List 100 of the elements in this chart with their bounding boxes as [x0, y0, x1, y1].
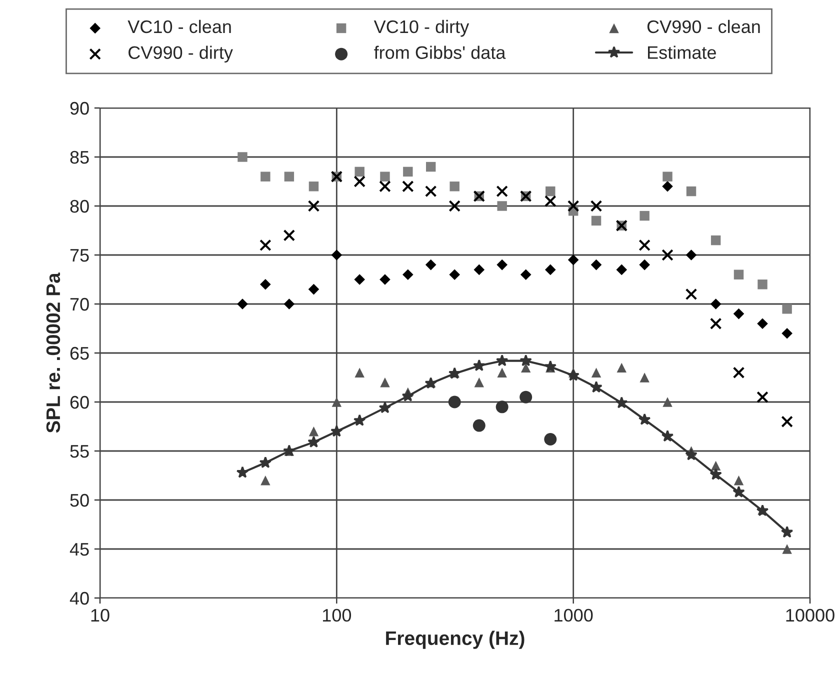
point — [284, 298, 295, 310]
y-axis-title: SPL re. .00002 Pa — [46, 272, 60, 433]
point — [308, 426, 319, 436]
point — [520, 354, 532, 366]
point — [685, 448, 698, 460]
point — [733, 308, 744, 320]
legend-label: CV990 - dirty — [128, 46, 233, 63]
point — [496, 185, 508, 198]
point — [283, 229, 296, 242]
point — [662, 181, 673, 192]
point — [403, 166, 413, 177]
point — [424, 185, 437, 198]
point — [402, 390, 414, 402]
y-tick-label: 85 — [70, 150, 89, 164]
point — [710, 298, 722, 310]
point — [238, 152, 248, 162]
point — [497, 368, 507, 378]
point — [260, 239, 272, 252]
point — [661, 430, 674, 442]
x-tick-label: 10000 — [786, 608, 834, 622]
x-tick-label: 100 — [322, 608, 352, 622]
point — [782, 544, 792, 554]
point — [640, 210, 650, 221]
point — [520, 269, 532, 280]
point — [379, 180, 391, 192]
point — [638, 413, 651, 425]
point — [520, 362, 531, 373]
point — [591, 216, 602, 226]
point — [332, 397, 342, 407]
point — [354, 274, 366, 285]
y-tick-label: 90 — [70, 102, 89, 115]
x-tick-label: 10 — [91, 608, 110, 622]
point — [308, 284, 320, 295]
point — [402, 269, 414, 280]
point — [662, 397, 672, 407]
point — [780, 526, 794, 538]
legend-label: Estimate — [648, 46, 716, 59]
point — [308, 200, 320, 212]
point — [616, 264, 628, 276]
point — [568, 254, 579, 266]
y-tick-label: 65 — [70, 346, 89, 360]
point — [260, 172, 270, 182]
point — [331, 250, 342, 260]
legend-label: CV990 - clean — [647, 20, 760, 34]
x-axis-title: Frequency (Hz) — [386, 630, 524, 649]
y-tick-label: 80 — [70, 200, 89, 213]
point — [380, 274, 390, 285]
point — [450, 182, 460, 192]
point — [237, 298, 248, 310]
point — [616, 396, 628, 408]
point — [402, 180, 414, 192]
point — [640, 372, 650, 382]
point — [354, 166, 364, 177]
point — [426, 162, 436, 172]
point — [686, 250, 697, 260]
point — [662, 249, 674, 261]
point — [260, 476, 270, 486]
point — [449, 269, 460, 280]
point — [590, 200, 602, 212]
point — [330, 425, 343, 437]
point — [284, 172, 294, 182]
point — [590, 380, 602, 393]
y-tick-label: 50 — [70, 494, 89, 507]
point — [616, 362, 627, 373]
y-tick-label: 40 — [70, 592, 89, 605]
point — [380, 172, 390, 182]
y-tick-label: 45 — [70, 543, 89, 556]
point — [474, 264, 485, 276]
point — [662, 172, 672, 182]
point — [639, 259, 650, 270]
y-tick-label: 70 — [70, 298, 89, 311]
legend-label: from Gibbs' data — [374, 46, 506, 59]
y-tick-label: 60 — [70, 396, 89, 409]
point — [710, 235, 721, 246]
point — [354, 176, 366, 188]
point — [732, 366, 745, 379]
point — [474, 378, 484, 388]
point — [686, 186, 696, 196]
point — [448, 200, 461, 212]
point — [734, 270, 744, 280]
point — [544, 360, 557, 372]
point — [497, 201, 507, 211]
point — [732, 486, 745, 498]
point — [496, 259, 508, 270]
point — [546, 186, 556, 196]
point — [380, 378, 390, 388]
point — [685, 288, 698, 300]
point — [425, 259, 436, 270]
point — [782, 328, 792, 339]
legend-label: VC10 - clean — [128, 20, 231, 34]
point — [236, 466, 249, 478]
point — [353, 414, 366, 426]
point — [710, 460, 721, 471]
y-tick-label: 75 — [70, 249, 89, 262]
point — [260, 279, 271, 290]
point — [544, 195, 556, 208]
y-tick-label: 55 — [70, 445, 89, 458]
point — [756, 391, 768, 404]
point — [781, 416, 793, 428]
point — [567, 369, 580, 381]
